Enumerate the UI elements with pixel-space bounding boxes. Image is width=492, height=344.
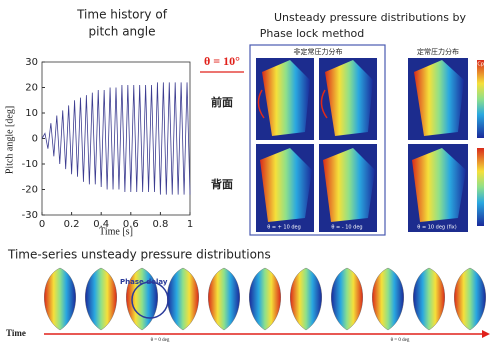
leaf-contour bbox=[454, 267, 486, 331]
panel-caption: θ = - 10 deg bbox=[331, 225, 362, 231]
y-axis-label: Pitch angle [deg] bbox=[4, 106, 15, 174]
steady-label: 定常圧力分布 bbox=[417, 47, 459, 56]
y-tick-label: 30 bbox=[25, 57, 38, 68]
leaf-contour bbox=[331, 267, 363, 331]
angle-label: θ = 10° bbox=[204, 54, 240, 68]
x-tick-label: 0.4 bbox=[93, 219, 109, 230]
x-tick-label: 0 bbox=[39, 219, 45, 230]
leaf-contour bbox=[167, 267, 199, 331]
y-tick-label: 10 bbox=[25, 108, 38, 119]
time-label: Time bbox=[6, 328, 26, 338]
x-tick-label: 0.8 bbox=[152, 219, 168, 230]
contour bbox=[323, 148, 375, 222]
time-series-title: Time-series unsteady pressure distributi… bbox=[7, 248, 271, 262]
leaf-contour bbox=[249, 267, 281, 331]
leaf-contour bbox=[44, 267, 76, 331]
colorbar bbox=[477, 148, 484, 226]
rotation-arrow bbox=[320, 89, 328, 119]
panel-caption: θ = + 10 deg bbox=[267, 225, 301, 231]
caption: θ = 0 deg bbox=[391, 338, 410, 343]
colorbar-label: Cp bbox=[477, 62, 484, 68]
front-label: 前面 bbox=[211, 95, 233, 109]
contour bbox=[325, 60, 373, 136]
phase-delay: Phase delay bbox=[120, 278, 168, 286]
y-tick-label: -10 bbox=[22, 159, 38, 170]
leaf-contour bbox=[290, 267, 322, 331]
y-tick-label: 0 bbox=[32, 134, 38, 145]
leaf-contour bbox=[208, 267, 240, 331]
leaf-contour bbox=[372, 267, 404, 331]
leaf-contour bbox=[413, 267, 445, 331]
colorbar bbox=[477, 60, 484, 138]
contour bbox=[414, 60, 464, 136]
pitch-line bbox=[41, 82, 191, 195]
leaf-contour bbox=[85, 267, 117, 331]
chart-title: Time history of bbox=[76, 8, 168, 22]
time-series-contours bbox=[44, 267, 486, 331]
y-tick-label: -30 bbox=[22, 210, 38, 221]
back-label: 背面 bbox=[211, 177, 233, 191]
panel-title: Phase lock method bbox=[260, 27, 365, 40]
arrow-head bbox=[482, 330, 490, 338]
unsteady-label: 非定常圧力分布 bbox=[294, 47, 343, 56]
y-tick-label: -20 bbox=[22, 185, 38, 196]
panel-title: Unsteady pressure distributions by bbox=[274, 11, 466, 24]
panel-frame bbox=[249, 44, 386, 236]
contour bbox=[262, 60, 310, 136]
x-axis-label: Time [s] bbox=[99, 226, 133, 237]
panel-caption: θ = 10 deg (fix) bbox=[417, 225, 456, 231]
x-tick-label: 1 bbox=[187, 219, 193, 230]
contour-panels bbox=[256, 58, 484, 232]
caption: θ = 0 deg bbox=[151, 338, 170, 343]
y-tick-label: 20 bbox=[25, 83, 38, 94]
rotation-arrow bbox=[257, 89, 265, 119]
chart-title: pitch angle bbox=[89, 25, 156, 39]
contour bbox=[412, 148, 466, 222]
x-tick-label: 0.6 bbox=[123, 219, 139, 230]
x-tick-label: 0.2 bbox=[64, 219, 80, 230]
contour bbox=[260, 148, 312, 222]
phase-circle bbox=[131, 281, 169, 319]
